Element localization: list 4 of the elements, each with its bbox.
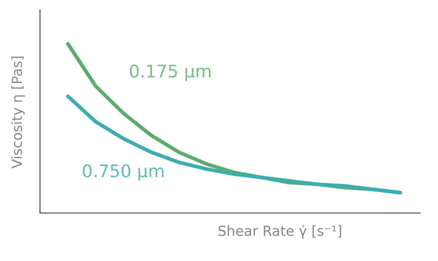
y-axis-title: Viscosity η [Pas] xyxy=(11,56,25,168)
series-label: 0.175 µm xyxy=(130,64,210,81)
series-label: 0.750 µm xyxy=(82,164,164,181)
x-axis-title: Shear Rate γ̇ [s⁻¹] xyxy=(218,225,342,239)
